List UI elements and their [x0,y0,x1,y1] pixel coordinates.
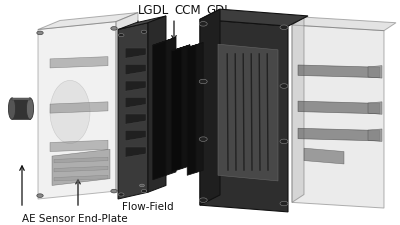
Circle shape [118,193,124,196]
Text: CCM: CCM [174,4,201,17]
Polygon shape [125,131,146,141]
Circle shape [37,32,43,36]
Polygon shape [12,99,30,120]
Polygon shape [196,43,203,173]
Text: AE Sensor: AE Sensor [22,213,75,223]
Polygon shape [200,10,220,205]
Ellipse shape [26,99,34,120]
Circle shape [111,27,117,31]
Polygon shape [292,18,396,32]
Text: End-Plate: End-Plate [78,213,128,223]
Text: GDL: GDL [206,4,231,17]
Circle shape [280,140,288,144]
Polygon shape [292,18,304,202]
Polygon shape [171,46,190,52]
Circle shape [118,34,124,38]
Polygon shape [148,17,166,192]
Polygon shape [368,102,382,115]
Circle shape [280,26,288,30]
Polygon shape [218,45,278,181]
Polygon shape [298,66,380,78]
Polygon shape [125,49,146,59]
Text: Flow-Field: Flow-Field [122,201,174,211]
Polygon shape [12,99,30,100]
Polygon shape [368,129,382,142]
Polygon shape [54,176,108,181]
Polygon shape [200,10,308,27]
Polygon shape [125,115,146,125]
Polygon shape [166,38,176,176]
Polygon shape [38,14,138,30]
Circle shape [141,31,147,34]
Polygon shape [182,46,190,169]
Polygon shape [38,22,116,199]
Text: LGDL: LGDL [138,4,169,17]
Polygon shape [52,150,110,186]
Polygon shape [153,38,176,46]
Circle shape [199,137,207,142]
Polygon shape [292,26,384,208]
Polygon shape [125,98,146,108]
Polygon shape [118,17,166,30]
Polygon shape [54,158,108,163]
Circle shape [111,189,117,193]
Polygon shape [298,102,380,114]
Polygon shape [125,82,146,92]
Polygon shape [200,20,288,212]
Polygon shape [187,46,196,176]
Polygon shape [125,147,146,157]
Circle shape [199,198,207,202]
Polygon shape [118,24,148,199]
Polygon shape [304,148,344,164]
Circle shape [280,201,288,206]
Circle shape [140,184,144,187]
Polygon shape [50,57,108,69]
Circle shape [280,84,288,89]
Ellipse shape [50,81,90,144]
Polygon shape [125,65,146,75]
Circle shape [37,194,43,198]
Circle shape [141,190,147,193]
Circle shape [199,80,207,84]
Polygon shape [298,129,380,141]
Polygon shape [153,42,166,180]
Polygon shape [116,14,138,191]
Circle shape [199,22,207,27]
Polygon shape [368,66,382,79]
Ellipse shape [8,99,16,120]
Polygon shape [171,48,182,172]
Polygon shape [50,102,108,114]
Polygon shape [187,43,203,48]
Polygon shape [54,166,108,172]
Polygon shape [50,141,108,152]
